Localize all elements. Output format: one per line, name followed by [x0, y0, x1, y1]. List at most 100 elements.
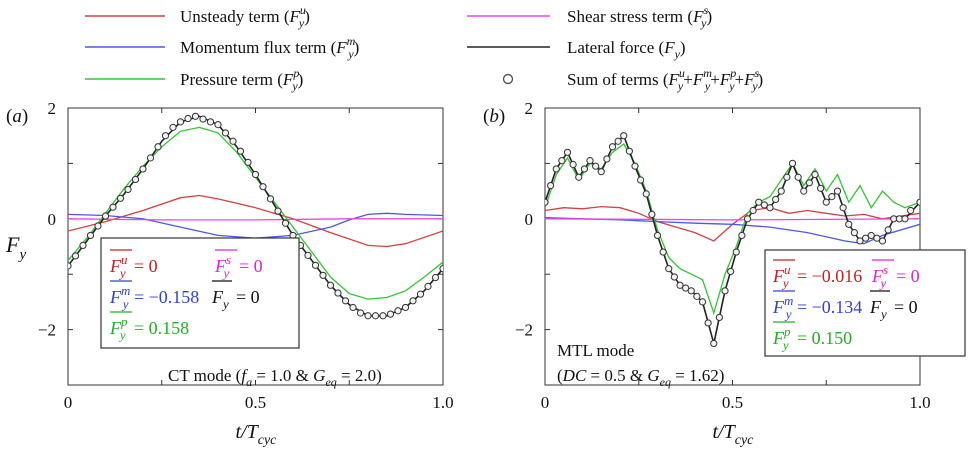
sum-marker	[206, 118, 215, 126]
mean-fpy: Fp y = 0.150	[772, 321, 852, 352]
sum-marker	[386, 310, 395, 318]
sum-marker	[648, 210, 656, 218]
sum-marker	[439, 265, 443, 273]
sum-marker	[592, 162, 600, 170]
plot-area	[545, 132, 920, 348]
sum-marker	[670, 273, 678, 281]
sum-marker	[653, 231, 662, 240]
sum-marker	[682, 284, 690, 292]
sum-marker	[687, 287, 695, 295]
mean-term: Fp y	[109, 314, 128, 343]
sum-marker	[693, 292, 701, 300]
sum-marker	[281, 219, 290, 227]
y-tick-label: 2	[48, 99, 57, 118]
sum-marker	[704, 319, 712, 327]
sum-marker	[371, 312, 380, 320]
sum-marker	[94, 222, 102, 230]
sum-marker	[547, 181, 555, 190]
x-axis-label: t/Tcyc	[713, 421, 755, 448]
mode-text-line2: (DC = 0.5 & Geq = 1.62)	[557, 366, 724, 389]
legend-label-lateral: Lateral force (Fy)	[567, 38, 686, 61]
x-tick-label: 0.5	[722, 393, 743, 412]
sum-marker	[349, 303, 357, 312]
sum-marker	[788, 159, 797, 167]
mean-fmy: Fm y = −0.134	[772, 290, 862, 322]
sum-marker	[901, 215, 909, 223]
legend-item-sum: Sum of terms (Fu y+Fm y+Fp y+Fs y)	[502, 66, 763, 93]
sum-marker	[676, 281, 684, 289]
sum-marker	[862, 234, 870, 242]
sum-marker	[637, 176, 645, 184]
sum-marker	[319, 271, 327, 279]
sum-marker	[304, 251, 312, 259]
sum-marker	[828, 193, 836, 201]
sum-marker	[109, 203, 117, 211]
legend-item-unsteady: Unsteady term (Fu y)	[85, 3, 310, 30]
sum-marker	[772, 195, 780, 204]
sum-marker	[236, 147, 245, 155]
sum-marker	[777, 187, 785, 195]
sum-marker	[221, 129, 230, 137]
mean-value: = 0	[894, 297, 918, 317]
mean-value: = −0.134	[797, 297, 862, 317]
y-tick-label: 0	[48, 210, 57, 229]
sum-marker	[659, 248, 667, 256]
mode-text-line1: MTL mode	[557, 341, 634, 360]
sum-marker	[760, 201, 768, 209]
mean-term: Fs y	[871, 262, 888, 291]
legend-label-momentum: Momentum flux term (Fm y)	[180, 34, 359, 61]
sum-marker	[341, 297, 350, 305]
sum-marker	[884, 226, 892, 234]
mean-value: = −0.016	[797, 266, 862, 286]
sum-marker	[614, 137, 622, 145]
sum-marker	[800, 187, 808, 195]
x-tick-label: 0	[64, 393, 73, 412]
mean-fmy: Fm y = −0.158	[109, 280, 199, 312]
sum-marker	[558, 157, 566, 165]
sum-marker	[379, 312, 387, 320]
panel-b: 0 0.5 1.020−2t/Tcyc(b)Fu y = −0.016 Fs y = 0F…	[483, 99, 966, 448]
sum-marker	[266, 195, 275, 203]
sum-marker	[244, 158, 252, 166]
mean-fsy: Fs y = 0	[871, 259, 920, 291]
mean-value: = 0	[134, 256, 158, 276]
x-axis-label: t/Tcyc	[236, 421, 278, 448]
y-axis-label: Fy	[5, 232, 26, 263]
sum-marker	[721, 287, 729, 295]
sum-marker	[916, 198, 920, 206]
sum-marker	[169, 123, 177, 131]
sum-marker	[274, 207, 282, 215]
series-line-unsteady	[68, 194, 443, 248]
series-line-shear	[545, 218, 920, 221]
sum-marker	[424, 282, 432, 290]
sum-marker	[86, 231, 95, 240]
sum-marker	[642, 190, 650, 198]
panel-label: (a)	[6, 106, 28, 127]
sum-marker	[131, 175, 140, 184]
sum-marker	[794, 173, 802, 181]
x-tick-label: 1.0	[432, 393, 453, 412]
mean-term: Fm y	[109, 283, 130, 312]
sum-marker	[732, 248, 740, 256]
legend-label-unsteady: Unsteady term (Fu y)	[180, 3, 310, 30]
mean-value: = 0	[236, 287, 260, 307]
sum-marker	[431, 273, 440, 282]
x-tick-label: 1.0	[909, 393, 930, 412]
sum-marker	[873, 234, 881, 242]
mode-text: CT mode (fa = 1.0 & Geq = 2.0)	[168, 366, 382, 389]
legend-item-pressure: Pressure term (Fp y)	[85, 66, 303, 93]
sum-marker	[710, 339, 718, 348]
sum-marker	[214, 121, 222, 129]
sum-marker	[356, 309, 365, 317]
mean-term: Fu y	[772, 262, 791, 291]
legend-label-shear: Shear stress term (Fs y)	[567, 3, 712, 30]
sum-marker	[867, 231, 875, 240]
y-tick-label: 2	[525, 99, 534, 118]
sum-marker	[401, 303, 410, 312]
sum-marker	[229, 137, 237, 145]
means-box	[100, 237, 300, 349]
sum-marker	[738, 231, 746, 240]
legend-item-momentum: Momentum flux term (Fm y)	[85, 34, 359, 61]
mean-term: Fm y	[772, 293, 793, 322]
